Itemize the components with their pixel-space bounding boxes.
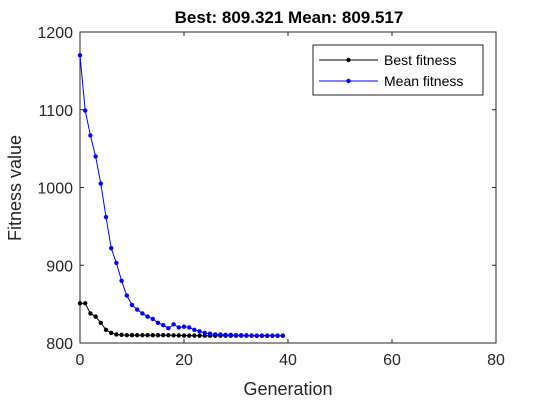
data-point-best-fitness: [181, 333, 187, 338]
data-point-best-fitness: [135, 333, 140, 338]
data-point-best-fitness: [166, 333, 171, 338]
data-point-mean-fitness: [161, 322, 166, 328]
data-point-mean-fitness: [150, 316, 155, 322]
data-point-best-fitness: [197, 333, 202, 338]
data-point-mean-fitness: [77, 53, 83, 58]
x-tick-label: 20: [175, 352, 193, 369]
data-point-best-fitness: [114, 332, 119, 337]
data-point-mean-fitness: [223, 332, 228, 338]
data-point-mean-fitness: [98, 181, 104, 186]
data-point-best-fitness: [176, 333, 181, 338]
y-tick-label: 900: [46, 258, 73, 275]
series-layer: [77, 53, 285, 338]
data-point-mean-fitness: [275, 333, 280, 338]
y-tick-label: 1100: [39, 103, 74, 120]
x-tick-label: 40: [279, 352, 297, 369]
legend-marker-mean-fitness: [346, 78, 351, 84]
data-point-mean-fitness: [202, 330, 207, 336]
legend-marker-best-fitness: [346, 57, 351, 63]
data-point-best-fitness: [77, 301, 83, 306]
data-point-mean-fitness: [187, 325, 192, 330]
data-point-best-fitness: [103, 327, 109, 332]
x-tick-label: 60: [383, 352, 401, 369]
data-point-mean-fitness: [166, 326, 171, 331]
data-point-best-fitness: [187, 333, 192, 338]
data-point-mean-fitness: [197, 329, 202, 334]
data-point-best-fitness: [93, 314, 98, 319]
data-point-mean-fitness: [93, 154, 98, 159]
data-point-mean-fitness: [254, 333, 259, 338]
data-point-best-fitness: [145, 333, 150, 338]
data-point-mean-fitness: [233, 333, 239, 338]
data-point-best-fitness: [88, 311, 93, 316]
y-axis: 800 900 1000 1100 1200: [37, 25, 496, 353]
data-point-mean-fitness: [244, 333, 249, 338]
data-point-mean-fitness: [119, 278, 124, 283]
x-tick-label: 0: [76, 352, 85, 369]
y-tick-label: 1200: [37, 25, 73, 42]
data-point-mean-fitness: [218, 332, 223, 337]
data-point-mean-fitness: [207, 331, 213, 336]
legend-box: [312, 44, 484, 96]
data-point-mean-fitness: [249, 333, 254, 338]
data-point-mean-fitness: [135, 307, 140, 312]
data-point-mean-fitness: [228, 332, 233, 338]
data-point-mean-fitness: [265, 333, 270, 338]
data-point-mean-fitness: [192, 327, 197, 332]
data-point-best-fitness: [119, 332, 124, 338]
x-axis-label: Generation: [243, 379, 332, 399]
data-point-mean-fitness: [213, 332, 218, 337]
legend-label-best-fitness: Best fitness: [384, 52, 456, 68]
y-axis-label: Fitness value: [5, 135, 25, 241]
data-point-mean-fitness: [171, 322, 176, 327]
legend: Best fitness Mean fitness: [312, 44, 484, 96]
data-point-best-fitness: [171, 333, 176, 338]
data-point-mean-fitness: [109, 245, 114, 251]
data-point-best-fitness: [83, 301, 88, 306]
data-point-mean-fitness: [145, 314, 150, 319]
data-point-mean-fitness: [140, 311, 145, 316]
y-tick-label: 800: [46, 336, 73, 353]
data-point-mean-fitness: [114, 260, 119, 266]
data-point-mean-fitness: [176, 325, 181, 330]
data-point-best-fitness: [109, 330, 114, 336]
data-point-mean-fitness: [124, 293, 129, 298]
data-point-mean-fitness: [280, 333, 285, 338]
data-point-mean-fitness: [239, 333, 244, 338]
data-point-mean-fitness: [103, 214, 109, 220]
data-point-best-fitness: [129, 333, 135, 338]
data-point-best-fitness: [140, 333, 145, 338]
x-tick-label: 80: [487, 352, 505, 369]
data-point-best-fitness: [192, 333, 197, 338]
data-point-mean-fitness: [83, 108, 88, 113]
data-point-mean-fitness: [181, 324, 187, 329]
data-point-best-fitness: [98, 320, 104, 325]
data-point-mean-fitness: [270, 333, 275, 338]
chart-title: Best: 809.321 Mean: 809.517: [175, 8, 404, 27]
data-point-mean-fitness: [155, 320, 161, 325]
legend-label-mean-fitness: Mean fitness: [384, 73, 463, 89]
data-point-best-fitness: [161, 333, 166, 338]
data-point-mean-fitness: [259, 333, 265, 338]
y-tick-label: 1000: [37, 181, 73, 198]
data-point-mean-fitness: [129, 302, 135, 308]
data-point-best-fitness: [150, 333, 155, 338]
data-point-mean-fitness: [88, 133, 93, 138]
series-line-mean-fitness: [79, 55, 283, 337]
data-point-best-fitness: [124, 333, 129, 338]
data-point-best-fitness: [155, 333, 161, 338]
x-axis: 0 20 40 60 80: [76, 32, 505, 369]
